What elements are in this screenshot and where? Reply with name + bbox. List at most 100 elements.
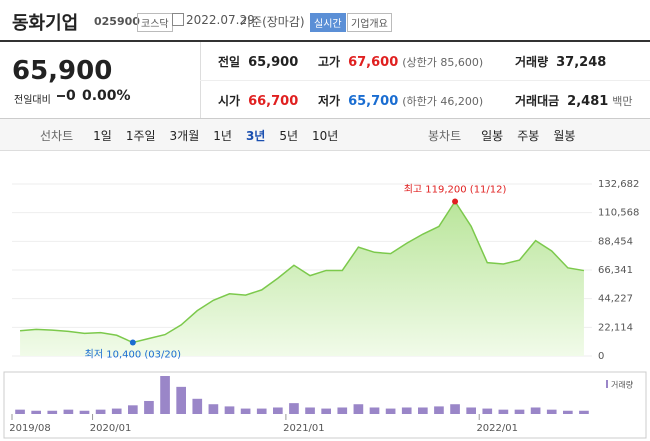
area <box>20 201 584 356</box>
y-tick-label: 66,341 <box>598 265 633 276</box>
x-tick-label: 2022/01 <box>476 423 518 434</box>
tab[interactable]: 일봉 <box>481 129 504 143</box>
tab[interactable]: 1년 <box>213 129 232 143</box>
tab[interactable]: 1주일 <box>125 129 156 143</box>
stat-value: 65,900 <box>248 55 299 70</box>
stat-label: 시가 <box>218 94 241 108</box>
line-tabs: 선차트 1일 1주일 3개월 1년 3년 5년 10년 <box>40 127 366 144</box>
volume-bar <box>434 406 444 414</box>
divider <box>0 40 650 42</box>
divider <box>200 80 650 81</box>
price-line <box>19 200 585 344</box>
y-tick-label: 110,568 <box>598 208 639 219</box>
volume-bar <box>63 409 74 414</box>
chart: 0 22,114 44,227 66,341 88,454 110,568 132,682 최… <box>3 179 647 439</box>
stat-value: 67,600 <box>348 55 399 70</box>
y-tick-label: 44,227 <box>598 294 633 305</box>
volume-bar <box>321 408 331 414</box>
annotation: 최저 10,400 (03/20) <box>85 349 181 361</box>
volume-bar <box>47 410 58 414</box>
stat: 저가 65,700 (하한가 46,200) <box>318 92 483 109</box>
stat-value: 65,700 <box>348 94 399 109</box>
stat-label: 거래량 <box>515 55 549 69</box>
volume-bar <box>385 408 396 414</box>
volume-bar <box>273 407 283 414</box>
change-pct: 0.00% <box>82 88 131 104</box>
volume-bar <box>563 410 573 414</box>
stat-extra: (상한가 85,600) <box>402 56 484 69</box>
stock-name: 동화기업 <box>12 13 79 34</box>
stat-label: 저가 <box>318 94 341 108</box>
y-tick-label: 22,114 <box>598 322 633 333</box>
volume-bar <box>353 404 364 414</box>
stat: 전일 65,900 <box>218 53 298 70</box>
annotation-dot <box>452 198 459 205</box>
volume-bar <box>144 400 154 414</box>
company-button[interactable]: 기업개요 <box>347 13 392 32</box>
volume-bar <box>530 407 541 414</box>
volume-bar <box>176 386 186 414</box>
volume-bar <box>111 408 122 414</box>
x-tick-label: 2020/01 <box>90 423 132 434</box>
volume-frame <box>3 371 647 439</box>
volume-bar <box>546 409 557 414</box>
basis: 기준(장마감) <box>240 15 305 29</box>
volume-bar <box>128 405 138 414</box>
stat-label: 전일 <box>218 55 241 69</box>
volume-bar <box>15 409 25 414</box>
volume-bar <box>305 407 315 414</box>
y-tick-label: 0 <box>598 351 604 362</box>
tab[interactable]: 주봉 <box>517 129 540 143</box>
volume-bar <box>256 408 267 414</box>
volume-bar <box>401 407 412 414</box>
y-tick-label: 88,454 <box>598 236 633 247</box>
tab[interactable]: 3년 <box>245 129 266 143</box>
flat-icon <box>57 95 65 97</box>
stat-value: 2,481 <box>567 94 609 109</box>
volume-bar <box>79 410 90 414</box>
tab[interactable]: 5년 <box>279 129 299 143</box>
volume-bar <box>482 408 493 414</box>
market-badge: 코스닥 <box>137 13 173 32</box>
stat-extra: (하한가 46,200) <box>402 95 484 108</box>
calendar-icon <box>172 13 184 26</box>
stock-code: 025900 <box>94 15 140 28</box>
stat: 시가 66,700 <box>218 92 298 109</box>
volume-bar <box>579 410 589 414</box>
tab[interactable]: 1일 <box>93 129 112 143</box>
y-tick-label: 132,682 <box>598 179 639 190</box>
annotation: 최고 119,200 (11/12) <box>404 183 507 195</box>
legend-label: 거래량 <box>611 380 634 390</box>
stat: 거래대금 2,481 백만 <box>515 92 633 109</box>
current-price: 65,900 <box>12 56 113 86</box>
volume-bar <box>514 409 525 414</box>
legend-swatch <box>606 380 608 388</box>
stat-label: 거래대금 <box>515 94 560 108</box>
volume-bar <box>289 403 299 414</box>
volume-bar <box>224 406 235 414</box>
volume-bar <box>418 407 428 414</box>
x-tick-label: 2019/08 <box>9 423 51 434</box>
stat: 거래량 37,248 <box>515 53 606 70</box>
volume-bar <box>466 407 476 414</box>
tab-group-label: 봉차트 <box>428 129 462 143</box>
realtime-button[interactable]: 실시간 <box>310 13 346 32</box>
change-label: 전일대비 <box>14 95 51 106</box>
volume-bar <box>498 409 509 414</box>
stat-unit: 백만 <box>612 95 633 108</box>
tab[interactable]: 3개월 <box>169 129 200 143</box>
volume-bar <box>31 410 41 414</box>
stat-label: 고가 <box>318 55 341 69</box>
volume-bar <box>337 407 348 414</box>
tab[interactable]: 10년 <box>312 129 339 143</box>
date: 2022.07.29 <box>186 13 255 27</box>
tab-bar <box>0 118 650 151</box>
annotation-dot <box>129 339 136 346</box>
x-tick-label: 2021/01 <box>283 423 325 434</box>
volume-bar <box>160 376 170 414</box>
change: 0 <box>66 88 76 104</box>
volume-bar <box>240 408 251 414</box>
tab[interactable]: 월봉 <box>553 129 576 143</box>
stat-value: 37,248 <box>556 55 607 70</box>
